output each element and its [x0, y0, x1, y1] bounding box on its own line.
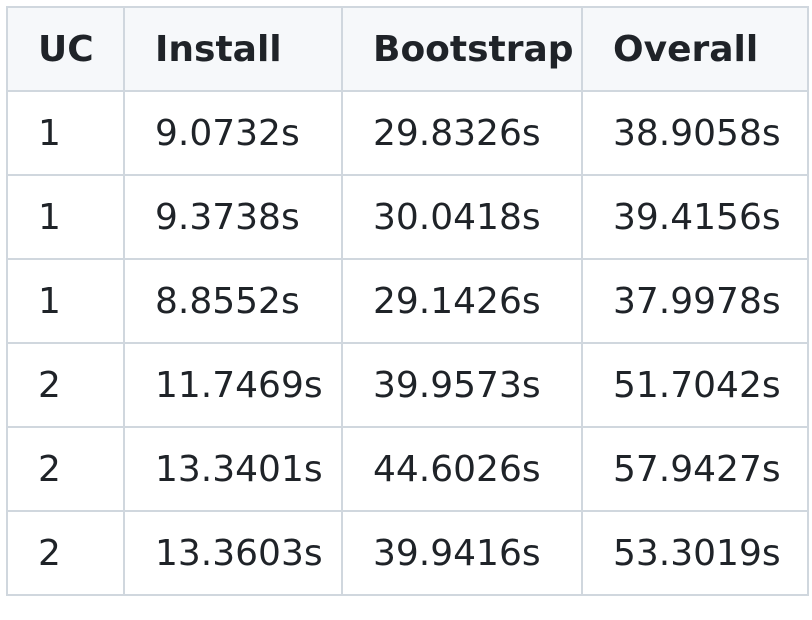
header-row: UC Install Bootstrap Overall	[6, 6, 809, 92]
cell-overall: 57.9427s	[581, 426, 809, 512]
cell-bootstrap: 39.9416s	[341, 510, 583, 596]
cell-uc: 1	[6, 258, 125, 344]
cell-uc: 1	[6, 174, 125, 260]
cell-overall: 39.4156s	[581, 174, 809, 260]
cell-install: 13.3401s	[123, 426, 343, 512]
table-row: 2 13.3603s 39.9416s 53.3019s	[6, 510, 809, 596]
cell-bootstrap: 29.1426s	[341, 258, 583, 344]
cell-bootstrap: 29.8326s	[341, 90, 583, 176]
table-row: 1 9.3738s 30.0418s 39.4156s	[6, 174, 809, 260]
cell-install: 9.0732s	[123, 90, 343, 176]
cell-overall: 38.9058s	[581, 90, 809, 176]
table-header: UC Install Bootstrap Overall	[6, 6, 809, 92]
cell-overall: 37.9978s	[581, 258, 809, 344]
table-body: 1 9.0732s 29.8326s 38.9058s 1 9.3738s 30…	[6, 90, 809, 596]
cell-install: 9.3738s	[123, 174, 343, 260]
cell-overall: 53.3019s	[581, 510, 809, 596]
cell-install: 8.8552s	[123, 258, 343, 344]
table-row: 2 11.7469s 39.9573s 51.7042s	[6, 342, 809, 428]
cell-uc: 2	[6, 426, 125, 512]
cell-overall: 51.7042s	[581, 342, 809, 428]
table-row: 1 8.8552s 29.1426s 37.9978s	[6, 258, 809, 344]
header-bootstrap: Bootstrap	[341, 6, 583, 92]
header-overall: Overall	[581, 6, 809, 92]
table-row: 1 9.0732s 29.8326s 38.9058s	[6, 90, 809, 176]
header-uc: UC	[6, 6, 125, 92]
table-row: 2 13.3401s 44.6026s 57.9427s	[6, 426, 809, 512]
cell-uc: 2	[6, 510, 125, 596]
cell-bootstrap: 30.0418s	[341, 174, 583, 260]
cell-install: 11.7469s	[123, 342, 343, 428]
cell-bootstrap: 44.6026s	[341, 426, 583, 512]
cell-uc: 2	[6, 342, 125, 428]
timing-table: UC Install Bootstrap Overall 1 9.0732s 2…	[6, 6, 809, 596]
cell-uc: 1	[6, 90, 125, 176]
cell-install: 13.3603s	[123, 510, 343, 596]
header-install: Install	[123, 6, 343, 92]
cell-bootstrap: 39.9573s	[341, 342, 583, 428]
